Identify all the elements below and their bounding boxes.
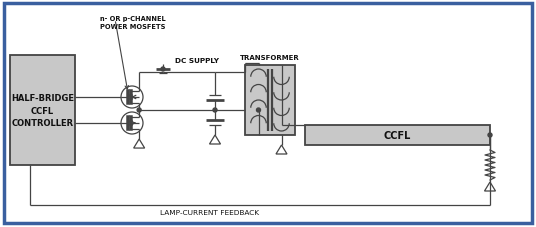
Polygon shape xyxy=(245,66,295,135)
Circle shape xyxy=(137,109,141,113)
Circle shape xyxy=(488,133,492,137)
Text: CCFL: CCFL xyxy=(384,131,411,140)
Circle shape xyxy=(257,109,260,113)
Circle shape xyxy=(161,68,165,72)
Circle shape xyxy=(213,109,217,113)
Text: DC SUPPLY: DC SUPPLY xyxy=(175,58,219,64)
Text: LAMP-CURRENT FEEDBACK: LAMP-CURRENT FEEDBACK xyxy=(160,209,259,215)
Text: TRANSFORMER: TRANSFORMER xyxy=(240,55,300,61)
Text: n- OR p-CHANNEL
POWER MOSFETS: n- OR p-CHANNEL POWER MOSFETS xyxy=(100,16,166,29)
Text: HALF-BRIDGE
CCFL
CONTROLLER: HALF-BRIDGE CCFL CONTROLLER xyxy=(11,94,74,127)
Polygon shape xyxy=(305,126,490,145)
Polygon shape xyxy=(10,56,75,165)
